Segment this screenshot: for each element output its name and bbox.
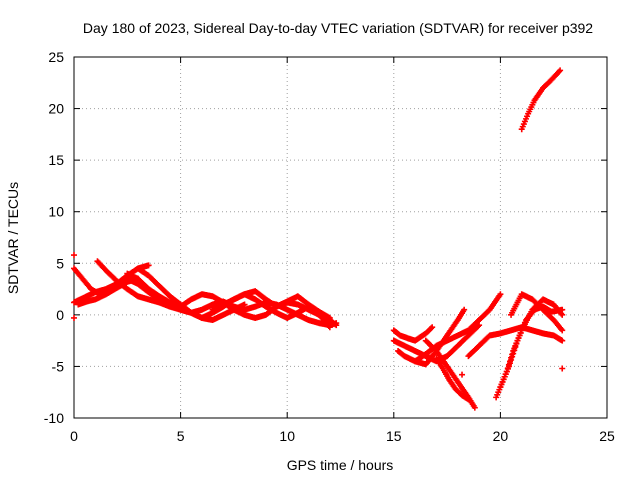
series-track-q: [497, 303, 566, 391]
series-isolated: [71, 252, 566, 378]
series-track-l: [422, 337, 478, 411]
data-point-marker: [429, 324, 436, 331]
y-tick-label: 5: [56, 255, 64, 271]
data-point-marker: [557, 67, 564, 74]
x-tick-label: 25: [599, 428, 615, 444]
series-track-n: [465, 324, 566, 360]
data-point-marker: [559, 365, 566, 372]
series-track-k: [412, 291, 504, 365]
data-point-marker: [511, 347, 518, 354]
data-point-marker: [512, 344, 519, 351]
data-point-marker: [465, 396, 472, 403]
data-point-marker: [471, 404, 478, 411]
data-point-marker: [475, 323, 482, 330]
data-point-marker: [333, 322, 340, 329]
x-axis-tick-labels: 0 5 10 15 20 25: [70, 428, 615, 444]
x-tick-label: 20: [493, 428, 509, 444]
series-track-g: [209, 288, 333, 321]
data-point-marker: [428, 325, 435, 332]
data-point-marker: [505, 363, 512, 370]
x-tick-label: 10: [279, 428, 295, 444]
y-tick-label: 25: [48, 49, 64, 65]
x-tick-label: 5: [177, 428, 185, 444]
series-track-m: [433, 355, 472, 403]
data-point-marker: [509, 353, 516, 360]
data-points: [71, 67, 566, 411]
y-tick-label: 20: [48, 101, 64, 117]
data-point-marker: [145, 262, 152, 269]
data-point-marker: [513, 340, 520, 347]
y-tick-label: 15: [48, 152, 64, 168]
data-point-marker: [326, 324, 333, 331]
y-tick-label: -10: [44, 410, 64, 426]
data-point-marker: [510, 350, 517, 357]
data-point-marker: [476, 322, 483, 329]
data-point-marker: [241, 301, 248, 308]
series-track-r: [518, 67, 564, 133]
series-track-c: [75, 275, 141, 308]
data-point-marker: [459, 371, 466, 378]
y-tick-label: 10: [48, 204, 64, 220]
y-axis-tick-labels: -10 -5 0 5 10 15 20 25: [44, 49, 64, 426]
data-point-marker: [461, 306, 468, 313]
data-point-marker: [508, 356, 515, 363]
axis-ticks: [73, 56, 608, 419]
y-tick-label: 0: [56, 307, 64, 323]
plot-area-frame: [73, 56, 608, 419]
x-axis-label: GPS time / hours: [287, 457, 394, 473]
y-axis-label: SDTVAR / TECUs: [5, 182, 21, 294]
data-point-marker: [506, 360, 513, 367]
data-point-marker: [332, 321, 339, 328]
chart-title: Day 180 of 2023, Sidereal Day-to-day VTE…: [83, 20, 593, 36]
series-track-p: [508, 291, 566, 334]
data-point-marker: [559, 311, 566, 318]
data-point-marker: [559, 327, 566, 334]
data-point-marker: [326, 314, 333, 321]
data-point-marker: [71, 252, 77, 259]
data-point-marker: [497, 291, 504, 298]
grid-lines: [74, 57, 607, 418]
data-point-marker: [559, 306, 566, 313]
data-point-marker: [71, 314, 77, 321]
series-track-i: [390, 324, 436, 344]
data-point-marker: [556, 68, 563, 75]
x-tick-label: 15: [386, 428, 402, 444]
y-tick-label: -5: [52, 358, 65, 374]
data-point-marker: [559, 337, 566, 344]
x-tick-label: 0: [70, 428, 78, 444]
